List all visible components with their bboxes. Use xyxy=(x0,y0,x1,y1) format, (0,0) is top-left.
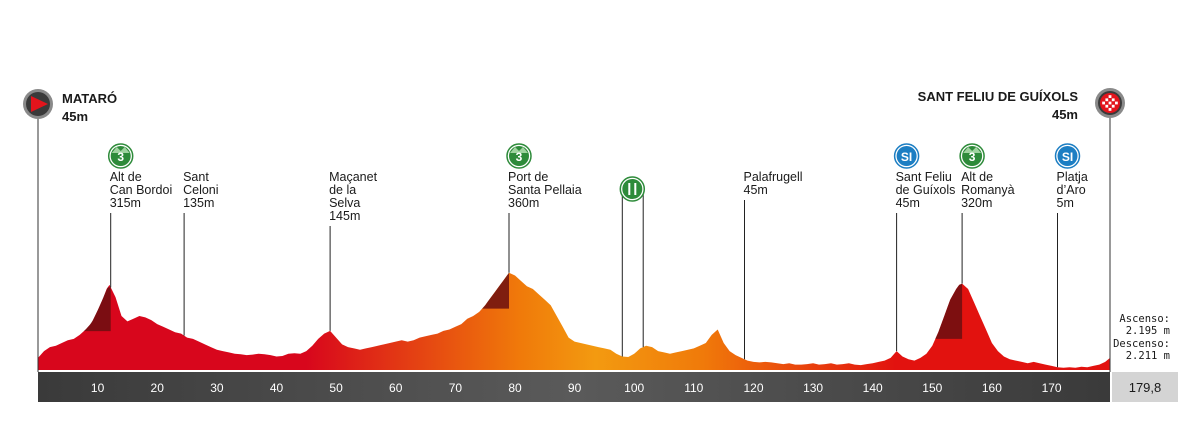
marker-label: Alt de xyxy=(110,170,142,184)
marker-badges: 3 3 SI 3 SI xyxy=(107,143,1081,202)
marker-label: 145m xyxy=(329,209,360,223)
distance-tick-label: 140 xyxy=(863,381,883,395)
marker-label: Celoni xyxy=(183,183,218,197)
marker-label: Selva xyxy=(329,196,360,210)
distance-axis-bar xyxy=(38,372,1110,402)
marker-label: 320m xyxy=(961,196,992,210)
mountain-badge-icon: 3 xyxy=(107,143,134,169)
distance-tick-label: 40 xyxy=(270,381,284,395)
elevation-area-group xyxy=(38,272,1110,370)
marker-label: 45m xyxy=(744,183,768,197)
marker-label: Sant xyxy=(183,170,209,184)
distance-tick-label: 150 xyxy=(922,381,942,395)
finish-altitude: 45m xyxy=(1052,107,1078,122)
mountain-badge-icon: 3 xyxy=(959,143,985,169)
marker-label: Platja xyxy=(1057,170,1088,184)
descent-label: Descenso: xyxy=(1113,338,1170,350)
total-distance-box xyxy=(1112,372,1178,402)
finish-checkered-icon xyxy=(1095,88,1125,118)
marker-label: de la xyxy=(329,183,356,197)
sprint-badge-icon: SI xyxy=(893,143,920,169)
marker-label: d’Aro xyxy=(1057,183,1086,197)
distance-tick-label: 80 xyxy=(508,381,522,395)
distance-tick-label: 70 xyxy=(449,381,463,395)
finish-name: SANT FELIU DE GUÍXOLS xyxy=(918,89,1079,104)
badge-label: 3 xyxy=(969,150,976,164)
badge-label: 3 xyxy=(117,150,124,164)
marker-label: Palafrugell xyxy=(744,170,803,184)
distance-tick-label: 170 xyxy=(1042,381,1062,395)
distance-tick-label: 120 xyxy=(743,381,763,395)
marker-label: 360m xyxy=(508,196,539,210)
distance-tick-label: 160 xyxy=(982,381,1002,395)
marker-label: Romanyà xyxy=(961,183,1015,197)
start-name: MATARÓ xyxy=(62,91,117,106)
climb-shade xyxy=(482,272,509,309)
marker-label: 135m xyxy=(183,196,214,210)
distance-tick-label: 30 xyxy=(210,381,224,395)
sprint-badge-icon: SI xyxy=(1054,143,1081,169)
climb-shades xyxy=(83,272,963,339)
distance-tick-label: 100 xyxy=(624,381,644,395)
distance-tick-label: 60 xyxy=(389,381,403,395)
marker-label: Alt de xyxy=(961,170,993,184)
marker-label: 315m xyxy=(110,196,141,210)
elevation-area xyxy=(38,272,1110,370)
badge-label: 3 xyxy=(516,150,523,164)
badge-label: SI xyxy=(901,150,912,164)
distance-ticks: 10 20 30 40 50 60 70 80 90 100 110 120 130 140 150 160 1… xyxy=(91,381,1062,395)
marker-label: Maçanet xyxy=(329,170,377,184)
mountain-badge-icon: 3 xyxy=(506,143,532,169)
marker-label: 45m xyxy=(896,196,920,210)
total-distance-label: 179,8 xyxy=(1129,380,1162,395)
marker-lines xyxy=(110,190,1058,368)
start-flag-icon xyxy=(23,89,53,119)
distance-tick-label: 110 xyxy=(684,381,703,395)
marker-label: Can Bordoi xyxy=(110,183,173,197)
marker-label: Sant Feliu xyxy=(896,170,952,184)
marker-label: Santa Pellaia xyxy=(508,183,582,197)
climb-shade xyxy=(83,287,111,332)
descent-value: 2.211 m xyxy=(1126,350,1170,362)
ascent-label: Ascenso: xyxy=(1119,313,1170,325)
distance-tick-label: 20 xyxy=(151,381,165,395)
distance-tick-label: 90 xyxy=(568,381,582,395)
distance-tick-label: 50 xyxy=(329,381,343,395)
feed-zone-icon xyxy=(619,176,646,202)
badge-label: SI xyxy=(1062,150,1073,164)
marker-label: 5m xyxy=(1057,196,1074,210)
ascent-value: 2.195 m xyxy=(1126,325,1170,337)
marker-label: Port de xyxy=(508,170,548,184)
distance-tick-label: 130 xyxy=(803,381,823,395)
distance-tick-label: 10 xyxy=(91,381,105,395)
start-altitude: 45m xyxy=(62,109,88,124)
climb-shade xyxy=(935,283,963,339)
marker-label: de Guíxols xyxy=(896,183,956,197)
